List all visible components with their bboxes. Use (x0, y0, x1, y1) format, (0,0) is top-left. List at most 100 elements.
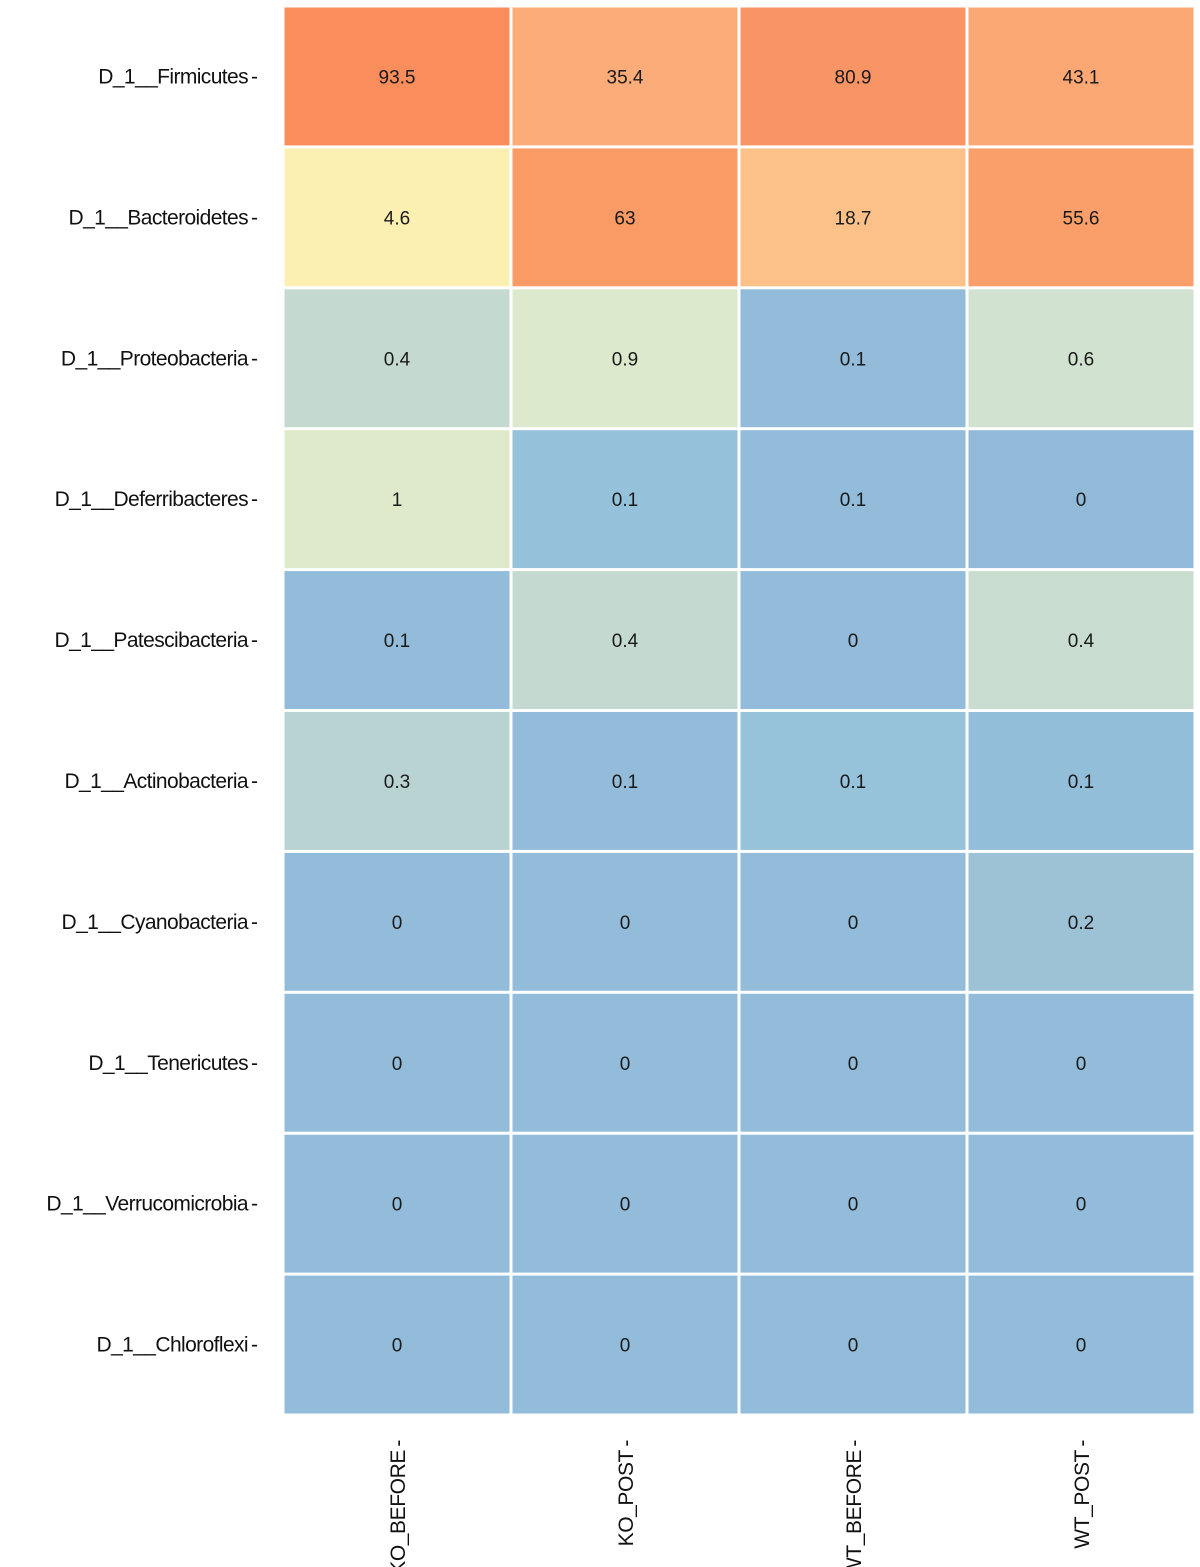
column-tick-mark: - (843, 1440, 866, 1447)
cell-value-label: 43.1 (1063, 67, 1100, 88)
heatmap-cell (512, 148, 738, 287)
heatmap-cell (740, 1275, 966, 1414)
heatmap-cell (968, 993, 1194, 1132)
cell-value-label: 4.6 (384, 208, 410, 229)
cell-value-label: 0.1 (612, 490, 638, 511)
heatmap-cell (284, 993, 510, 1132)
heatmap-cell (740, 148, 966, 287)
heatmap-cell (512, 712, 738, 850)
cell-value-label: 18.7 (835, 208, 872, 229)
cell-value-label: 0 (620, 1054, 631, 1075)
heatmap-cell (968, 430, 1194, 569)
row-tick-mark: - (251, 1334, 258, 1357)
cell-value-label: 0.2 (1068, 913, 1094, 934)
cell-value-label: 0.9 (612, 349, 638, 370)
cell-value-label: 0 (848, 1336, 859, 1357)
heatmap-cell (740, 993, 966, 1132)
column-label-group: - WT_POST (1071, 1440, 1094, 1549)
cell-value-label: 55.6 (1063, 208, 1100, 229)
cell-value-label: 0 (1076, 1195, 1087, 1216)
heatmap-cell (968, 712, 1194, 850)
cell-value-label: 0 (1076, 1336, 1087, 1357)
cell-value-label: 0 (620, 1195, 631, 1216)
row-label: D_1__Tenericutes (88, 1052, 248, 1075)
heatmap-cell (284, 289, 510, 428)
column-tick-mark: - (615, 1440, 638, 1447)
row-axis-labels: D_1__Firmicutes -D_1__Bacteroidetes -D_1__… (46, 65, 258, 1356)
row-tick-mark: - (251, 347, 258, 370)
cell-value-label: 0 (392, 1195, 403, 1216)
cell-value-label: 0.4 (1068, 631, 1095, 652)
row-tick-mark: - (251, 629, 258, 652)
heatmap-cell (512, 7, 738, 146)
cell-value-label: 0 (392, 913, 403, 934)
row-tick-mark: - (251, 911, 258, 934)
heatmap-cell (968, 289, 1194, 428)
cell-value-label: 0.4 (612, 631, 639, 652)
heatmap-cell (512, 1275, 738, 1414)
heatmap-cell (284, 430, 510, 569)
heatmap-cell (284, 571, 510, 709)
cell-value-label: 0.1 (1068, 772, 1094, 793)
heatmap-cell (968, 1275, 1194, 1414)
heatmap-cell (284, 1134, 510, 1273)
cell-value-label: 0 (392, 1054, 403, 1075)
row-tick-mark: - (251, 488, 258, 511)
column-axis-labels: - KO_BEFORE - KO_POST - WT_BEFORE - WT_POST (387, 1440, 1094, 1567)
row-tick-mark: - (251, 1052, 258, 1075)
heatmap-cell (284, 712, 510, 850)
row-tick-mark: - (251, 1193, 258, 1216)
column-tick-mark: - (1071, 1440, 1094, 1447)
column-label: KO_BEFORE (387, 1450, 410, 1567)
heatmap-cell-labels: 93.5 35.4 80.9 43.1 4.6 63 18.7 55.6 0.4 0.9 0.1 0.… (379, 67, 1100, 1356)
row-label: D_1__Bacteroidetes (69, 206, 249, 229)
cell-value-label: 0 (848, 913, 859, 934)
heatmap-cell (512, 289, 738, 428)
cell-value-label: 35.4 (607, 67, 644, 88)
heatmap-cell (740, 1134, 966, 1273)
cell-value-label: 0.1 (840, 490, 866, 511)
row-label: D_1__Proteobacteria (61, 347, 249, 370)
row-label: D_1__Patescibacteria (55, 629, 249, 652)
heatmap-cell (740, 852, 966, 991)
row-tick-mark: - (251, 770, 258, 793)
heatmap-cell (740, 430, 966, 569)
row-label: D_1__Deferribacteres (55, 488, 249, 511)
heatmap-cell (740, 289, 966, 428)
heatmap-cell (512, 852, 738, 991)
cell-value-label: 0.3 (384, 772, 410, 793)
cell-value-label: 0.6 (1068, 349, 1094, 370)
cell-value-label: 93.5 (379, 67, 416, 88)
cell-value-label: 0.1 (840, 772, 866, 793)
heatmap-cell (284, 148, 510, 287)
heatmap-cell (740, 7, 966, 146)
heatmap-cell (968, 7, 1194, 146)
cell-value-label: 63 (614, 208, 635, 229)
heatmap-cell (968, 571, 1194, 709)
row-label: D_1__Chloroflexi (97, 1334, 249, 1357)
heatmap-cell (284, 852, 510, 991)
heatmap-cell (968, 852, 1194, 991)
heatmap-cell (512, 571, 738, 709)
heatmap-cell (740, 571, 966, 709)
column-label-group: - WT_BEFORE (843, 1440, 866, 1567)
cell-value-label: 0 (620, 913, 631, 934)
cell-value-label: 80.9 (835, 67, 872, 88)
heatmap-cell (512, 1134, 738, 1273)
column-label: KO_POST (615, 1449, 638, 1546)
row-tick-mark: - (251, 206, 258, 229)
column-label-group: - KO_BEFORE (387, 1440, 410, 1567)
heatmap-cell (512, 993, 738, 1132)
cell-value-label: 0 (848, 631, 859, 652)
heatmap-cell (284, 7, 510, 146)
cell-value-label: 0 (1076, 1054, 1087, 1075)
row-label: D_1__Verrucomicrobia (46, 1193, 249, 1216)
row-label: D_1__Actinobacteria (64, 770, 248, 793)
heatmap-cell (968, 148, 1194, 287)
row-tick-mark: - (251, 65, 258, 88)
column-label: WT_BEFORE (843, 1450, 866, 1567)
cell-value-label: 0.1 (612, 772, 638, 793)
heatmap-cell (284, 1275, 510, 1414)
heatmap-cell (512, 430, 738, 569)
